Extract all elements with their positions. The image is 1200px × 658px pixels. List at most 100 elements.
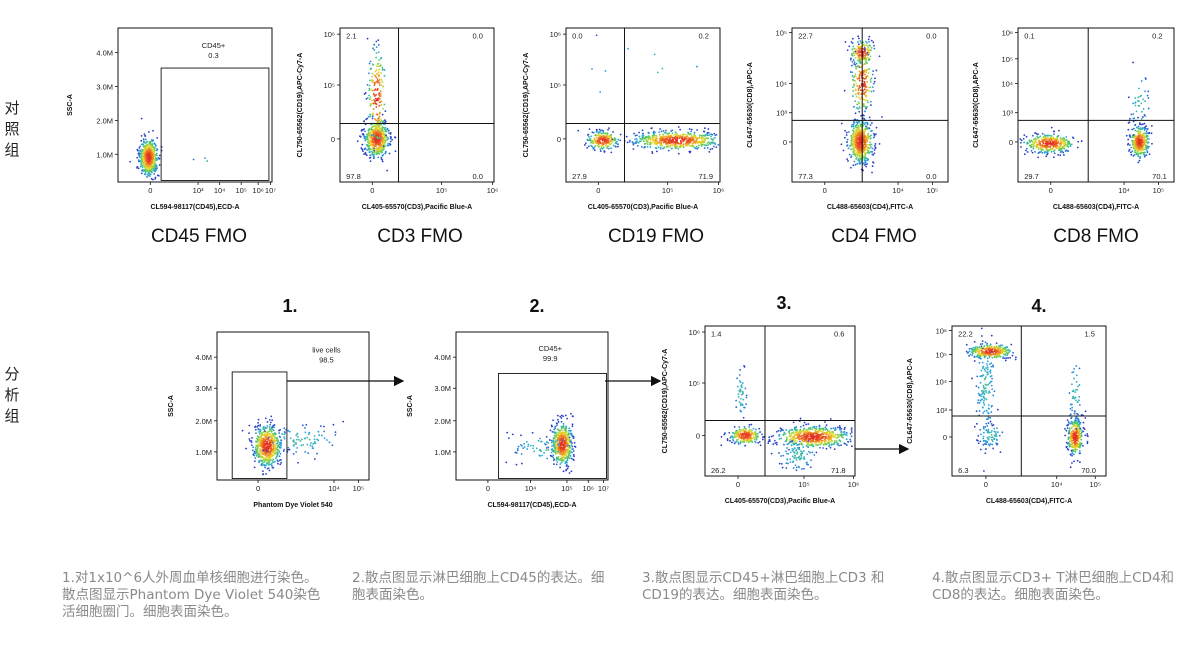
data-point: [674, 142, 677, 145]
data-point: [386, 136, 389, 139]
data-point: [675, 139, 678, 142]
data-point: [555, 422, 558, 425]
data-point: [852, 59, 855, 61]
data-point: [369, 154, 371, 157]
data-point: [854, 50, 857, 53]
data-point: [143, 133, 146, 136]
quadrant-value-bottom-right: 0.0: [472, 172, 482, 181]
data-point: [851, 54, 854, 57]
data-point: [866, 121, 868, 124]
data-point: [875, 133, 877, 136]
data-point: [369, 115, 372, 118]
data-point: [558, 439, 561, 442]
data-point: [378, 97, 381, 100]
data-point: [150, 148, 152, 151]
data-point: [252, 452, 255, 455]
data-point: [261, 462, 264, 465]
data-point: [568, 472, 571, 474]
data-point: [1130, 153, 1133, 156]
data-point: [377, 156, 380, 159]
data-point: [859, 86, 862, 89]
data-point: [866, 99, 869, 102]
data-point: [260, 434, 263, 436]
data-point: [853, 153, 856, 156]
data-point: [1134, 124, 1136, 127]
data-point: [868, 68, 871, 70]
data-point: [1144, 115, 1147, 117]
data-point: [600, 135, 603, 138]
data-point: [1138, 159, 1141, 162]
y-axis-label: CL750-65562(CD19),APC-Cy7-A: [297, 53, 304, 158]
data-point: [323, 430, 326, 433]
data-point: [610, 133, 613, 136]
data-point: [375, 153, 378, 156]
data-point: [854, 112, 857, 115]
x-tick-label: 10⁵: [436, 186, 447, 195]
data-point: [649, 146, 652, 149]
data-point: [572, 437, 575, 440]
data-point: [591, 141, 594, 143]
data-point: [378, 82, 381, 84]
data-point: [612, 144, 615, 147]
data-point: [316, 438, 319, 441]
data-point: [565, 464, 568, 466]
data-point: [599, 129, 602, 132]
data-point: [1061, 141, 1064, 143]
data-point: [865, 139, 868, 142]
data-point: [1135, 152, 1138, 155]
data-point: [1067, 150, 1070, 152]
data-point: [311, 447, 314, 450]
data-point: [266, 448, 269, 451]
data-point: [539, 437, 541, 440]
data-point: [255, 450, 258, 452]
data-point: [694, 134, 697, 137]
data-point: [563, 441, 566, 444]
data-point: [840, 122, 843, 125]
data-point: [857, 96, 860, 99]
data-point: [301, 424, 304, 427]
data-point: [555, 457, 558, 460]
data-point: [566, 441, 569, 444]
data-point: [268, 452, 271, 454]
data-point: [865, 143, 868, 146]
data-point: [608, 127, 610, 129]
data-point: [598, 128, 601, 131]
data-point: [864, 130, 866, 133]
data-point: [276, 452, 278, 455]
data-point: [248, 424, 251, 427]
data-point: [537, 439, 540, 442]
data-point: [697, 137, 700, 140]
data-point: [678, 145, 681, 148]
y-tick-label: 10⁵: [550, 81, 561, 90]
data-point: [844, 41, 847, 43]
data-point: [1044, 136, 1047, 139]
data-point: [283, 433, 286, 436]
data-point: [845, 131, 848, 134]
data-point: [270, 450, 272, 453]
data-point: [552, 449, 555, 452]
data-point: [695, 145, 698, 148]
data-point: [272, 443, 275, 446]
data-point: [332, 423, 335, 426]
data-point: [1023, 141, 1026, 144]
data-point: [864, 105, 867, 108]
data-point: [853, 127, 855, 130]
data-point: [662, 130, 665, 132]
data-point: [359, 135, 361, 138]
data-point: [1145, 132, 1148, 134]
data-point: [386, 138, 388, 141]
data-point: [1130, 151, 1132, 154]
data-point: [370, 128, 373, 131]
data-point: [149, 140, 151, 143]
data-point: [314, 442, 317, 445]
data-point: [1057, 154, 1060, 156]
data-point: [1141, 136, 1144, 139]
data-point: [377, 44, 380, 46]
data-point: [1058, 142, 1061, 145]
data-point: [151, 143, 154, 145]
data-point: [858, 121, 860, 124]
data-point: [644, 142, 647, 145]
data-point: [1142, 133, 1145, 136]
data-point: [1138, 87, 1140, 90]
data-point: [611, 141, 613, 144]
